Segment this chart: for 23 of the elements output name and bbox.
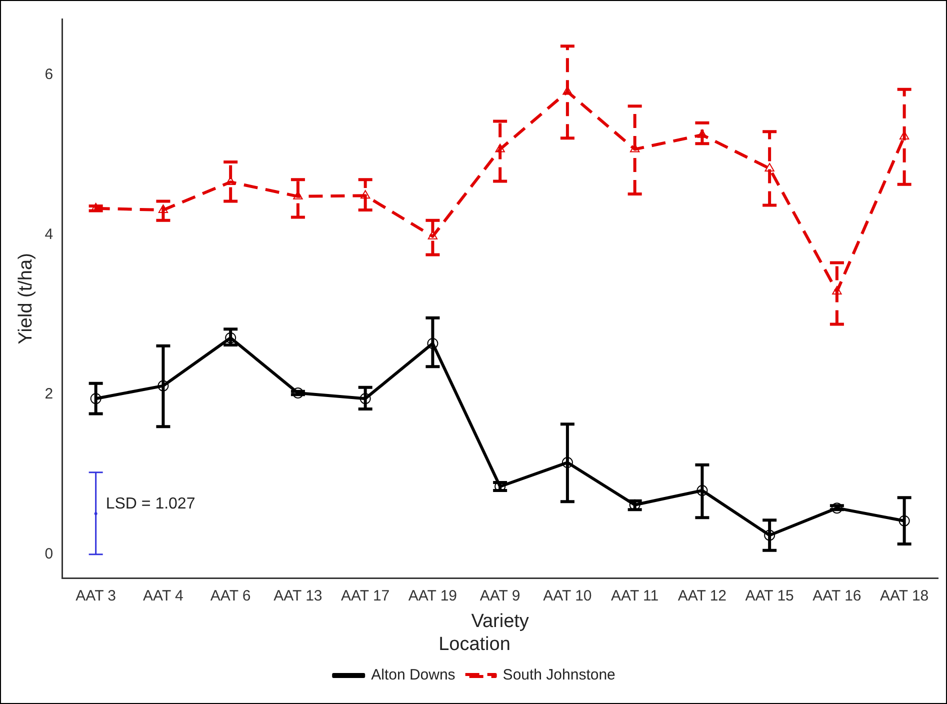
y-tick-label: 4: [44, 226, 54, 243]
legend-label: Alton Downs: [371, 666, 456, 684]
y-tick-label: 0: [44, 546, 54, 563]
x-tick-label: AAT 3: [76, 588, 116, 605]
x-tick-label: AAT 15: [745, 588, 794, 605]
x-tick-label: AAT 19: [408, 588, 458, 605]
x-tick-label: AAT 4: [143, 588, 184, 605]
x-tick-label: AAT 11: [611, 588, 659, 605]
x-tick-label: AAT 17: [341, 588, 390, 605]
x-tick-label: AAT 18: [880, 588, 929, 605]
x-tick-label: AAT 12: [678, 588, 727, 605]
x-tick-label: AAT 6: [210, 588, 251, 605]
annotation: LSD = 1.027: [106, 495, 196, 512]
legend-label: South Johnstone: [502, 666, 616, 684]
legend-title: Location: [438, 634, 510, 655]
x-tick-label: AAT 13: [274, 588, 322, 605]
y-tick-label: 6: [44, 66, 54, 84]
x-tick-label: AAT 10: [543, 588, 592, 605]
x-tick-label: AAT 9: [480, 588, 520, 605]
x-axis-title: Variety: [471, 611, 530, 632]
y-tick-label: 2: [44, 386, 54, 403]
x-tick-label: AAT 16: [812, 588, 862, 605]
y-axis-title: Yield (t/ha): [16, 253, 37, 344]
